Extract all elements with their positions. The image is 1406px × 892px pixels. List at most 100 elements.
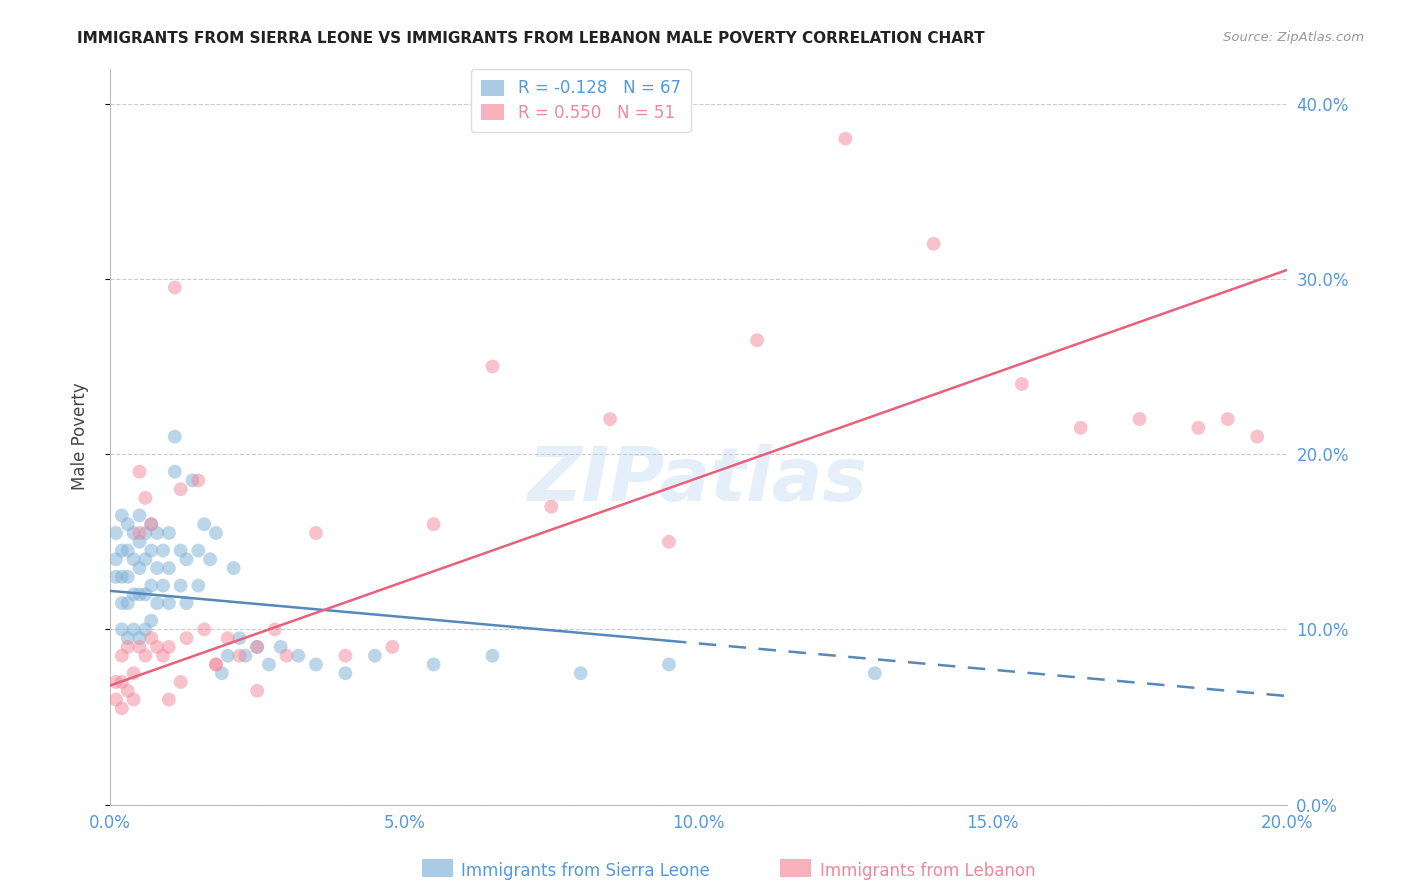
Point — [141, 614, 163, 628]
Point — [141, 631, 163, 645]
Point — [569, 666, 592, 681]
Point — [169, 543, 191, 558]
Point — [246, 683, 269, 698]
Point — [111, 543, 134, 558]
Point — [1128, 412, 1150, 426]
Point — [205, 526, 228, 541]
Point — [128, 526, 150, 541]
Point — [422, 517, 444, 532]
Point — [1216, 412, 1239, 426]
Point — [198, 552, 221, 566]
Point — [176, 596, 198, 610]
Point — [187, 543, 209, 558]
Point — [1187, 421, 1209, 435]
Point — [169, 675, 191, 690]
Point — [152, 543, 174, 558]
Point — [205, 657, 228, 672]
Point — [235, 648, 257, 663]
Point — [246, 640, 269, 654]
Point — [111, 596, 134, 610]
Point — [922, 236, 945, 251]
Point — [263, 623, 285, 637]
Point — [658, 534, 681, 549]
Point — [104, 692, 127, 706]
Point — [217, 631, 239, 645]
Point — [117, 596, 139, 610]
Point — [257, 657, 280, 672]
Point — [599, 412, 621, 426]
Point — [122, 692, 145, 706]
Point — [146, 526, 169, 541]
Point — [1011, 377, 1033, 392]
Point — [335, 648, 357, 663]
Point — [187, 578, 209, 592]
Point — [1070, 421, 1092, 435]
Point — [211, 666, 233, 681]
Point — [128, 587, 150, 601]
Text: Immigrants from Lebanon: Immigrants from Lebanon — [820, 862, 1035, 880]
Point — [157, 596, 180, 610]
Text: ZIPatlas: ZIPatlas — [529, 444, 869, 517]
Point — [305, 526, 328, 541]
Point — [111, 570, 134, 584]
Point — [117, 631, 139, 645]
Point — [104, 552, 127, 566]
Point — [146, 596, 169, 610]
Point — [141, 543, 163, 558]
Point — [111, 675, 134, 690]
Y-axis label: Male Poverty: Male Poverty — [72, 383, 89, 491]
Point — [122, 666, 145, 681]
Point — [193, 517, 215, 532]
Point — [747, 333, 769, 347]
Point — [128, 640, 150, 654]
Point — [122, 526, 145, 541]
Point — [146, 561, 169, 575]
Point — [117, 570, 139, 584]
Point — [122, 587, 145, 601]
Point — [540, 500, 562, 514]
Point — [128, 631, 150, 645]
Point — [364, 648, 387, 663]
Point — [141, 517, 163, 532]
Text: Source: ZipAtlas.com: Source: ZipAtlas.com — [1223, 31, 1364, 45]
Point — [205, 657, 228, 672]
Point — [111, 701, 134, 715]
Point — [481, 648, 503, 663]
Point — [335, 666, 357, 681]
Legend: R = -0.128   N = 67, R = 0.550   N = 51: R = -0.128 N = 67, R = 0.550 N = 51 — [471, 70, 690, 132]
Point — [152, 648, 174, 663]
Point — [141, 578, 163, 592]
Point — [658, 657, 681, 672]
Point — [287, 648, 309, 663]
Point — [276, 648, 298, 663]
Point — [217, 648, 239, 663]
Point — [163, 280, 186, 294]
Point — [134, 648, 156, 663]
Point — [176, 552, 198, 566]
Point — [111, 648, 134, 663]
Point — [117, 683, 139, 698]
Point — [163, 465, 186, 479]
Point — [134, 491, 156, 505]
Point — [128, 534, 150, 549]
Point — [381, 640, 404, 654]
Point — [228, 631, 250, 645]
Point — [128, 508, 150, 523]
Point — [134, 623, 156, 637]
Point — [134, 587, 156, 601]
Point — [169, 482, 191, 496]
Point — [104, 526, 127, 541]
Point — [134, 526, 156, 541]
Point — [111, 623, 134, 637]
Point — [141, 517, 163, 532]
Point — [222, 561, 245, 575]
Point — [128, 465, 150, 479]
Point — [157, 561, 180, 575]
Text: IMMIGRANTS FROM SIERRA LEONE VS IMMIGRANTS FROM LEBANON MALE POVERTY CORRELATION: IMMIGRANTS FROM SIERRA LEONE VS IMMIGRAN… — [77, 31, 986, 46]
Point — [834, 131, 856, 145]
Point — [122, 623, 145, 637]
Point — [134, 552, 156, 566]
Point — [122, 552, 145, 566]
Point — [481, 359, 503, 374]
Point — [863, 666, 886, 681]
